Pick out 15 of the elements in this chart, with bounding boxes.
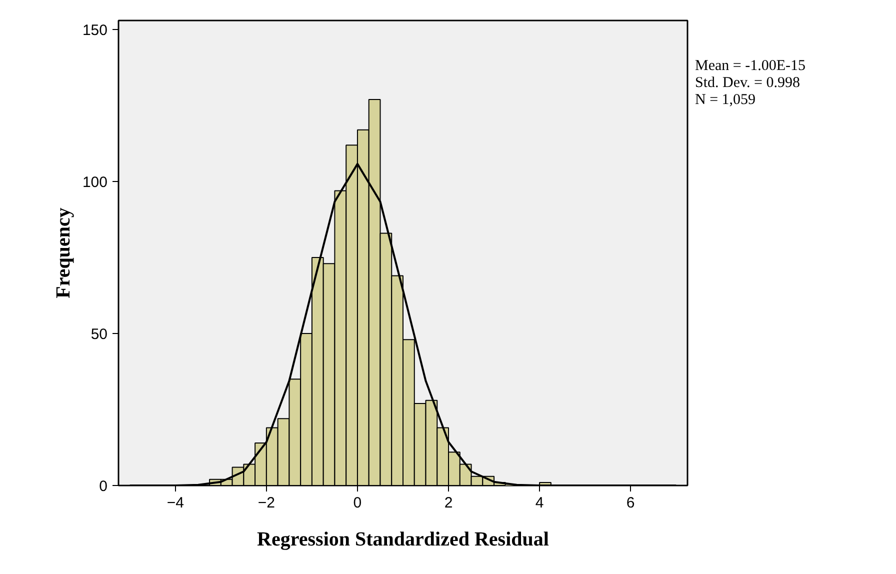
- x-tick-label: 6: [626, 494, 635, 512]
- x-tick-label: 2: [444, 494, 453, 512]
- y-tick-label: 150: [82, 22, 108, 40]
- x-axis-title: Regression Standardized Residual: [257, 528, 550, 550]
- x-tick-label: 0: [353, 494, 362, 512]
- y-tick-label: 0: [99, 478, 108, 495]
- text: Std. Dev. = 0.998: [695, 75, 800, 91]
- text: Mean = -1.00E-15: [695, 58, 806, 74]
- text: N = 1,059: [695, 92, 756, 108]
- y-tick-label: 100: [82, 174, 108, 192]
- x-tick-label: −4: [166, 494, 184, 512]
- y-tick-label: 50: [90, 326, 108, 344]
- x-tick-label: 4: [535, 494, 544, 512]
- y-axis-title: Frequency: [52, 208, 74, 298]
- x-tick-label: −2: [258, 494, 275, 512]
